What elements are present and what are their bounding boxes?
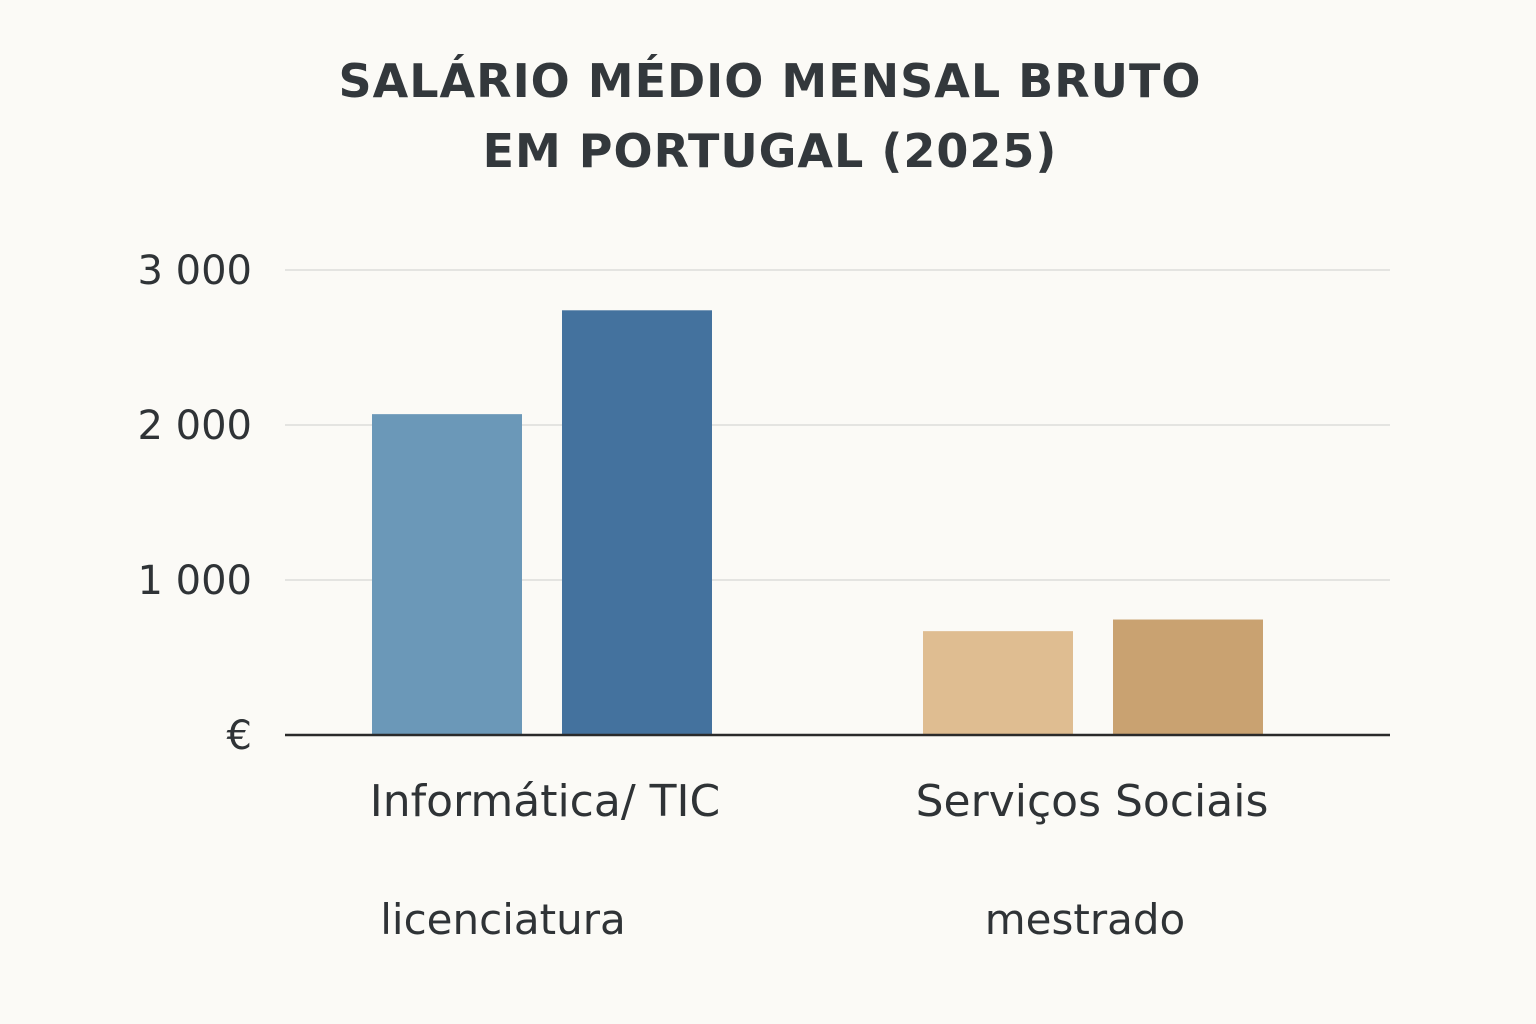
y-tick-label: €	[227, 713, 252, 759]
bar-licenciatura-0	[372, 414, 522, 734]
legend-label-mestrado: mestrado	[985, 895, 1185, 944]
legend: licenciatura mestrado	[380, 895, 1185, 944]
legend-label-licenciatura: licenciatura	[380, 895, 625, 944]
y-tick-label: 3 000	[137, 248, 252, 294]
category-label: Informática/ TIC	[370, 776, 720, 827]
category-label: Serviços Sociais	[916, 776, 1269, 827]
chart-title-line-1: SALÁRIO MÉDIO MENSAL BRUTO	[338, 54, 1202, 108]
bars	[372, 310, 1263, 734]
bar-licenciatura-1	[923, 631, 1073, 734]
bar-mestrado-0	[562, 310, 712, 734]
y-tick-label: 2 000	[137, 403, 252, 449]
chart-title-line-2: EM PORTUGAL (2025)	[482, 124, 1058, 178]
y-axis-ticks: €1 000 2 000 3 000	[137, 248, 252, 759]
bar-mestrado-1	[1113, 619, 1263, 734]
category-labels: Informática/ TIC Serviços Sociais	[370, 776, 1269, 827]
y-tick-label: 1 000	[137, 558, 252, 604]
